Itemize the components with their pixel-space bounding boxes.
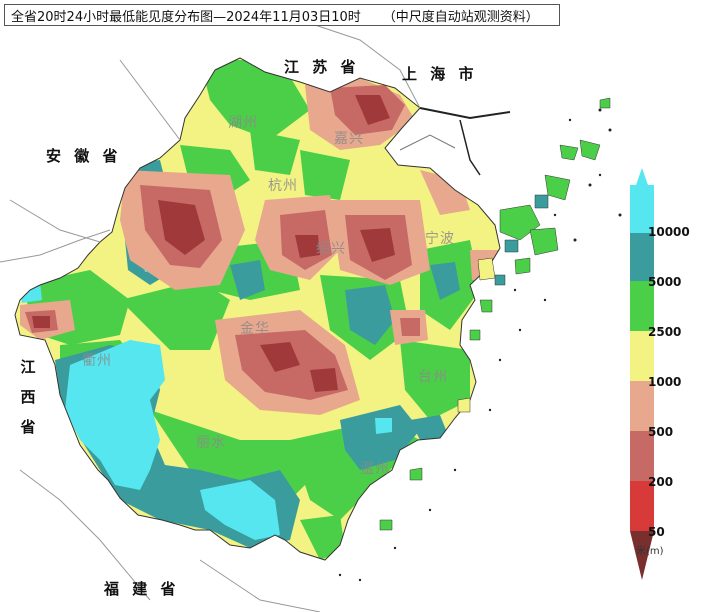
label-quzhou: 衢州 (82, 353, 112, 369)
legend-colorbar (630, 168, 654, 580)
label-lishui: 丽水 (196, 435, 226, 451)
label-shanghai: 上 海 市 (402, 65, 478, 83)
label-anhui: 安 徽 省 (46, 147, 122, 165)
legend-label-500: 500 (648, 425, 674, 439)
label-ningbo: 宁波 (425, 231, 455, 247)
label-taizhou: 台州 (418, 369, 448, 385)
legend-label-10000: 10000 (648, 225, 690, 239)
label-jiangxi-1: 江 (20, 358, 36, 376)
title-text: 全省20时24小时最低能见度分布图—2024年11月03日10时 (11, 9, 361, 25)
label-hangzhou: 杭州 (268, 178, 298, 194)
data-source-text: （中尺度自动站观测资料） (382, 9, 539, 25)
label-jiaxing: 嘉兴 (334, 131, 364, 147)
label-fujian: 福 建 省 (104, 580, 180, 598)
legend-label-200: 200 (648, 475, 674, 489)
label-huzhou: 湖州 (228, 115, 258, 131)
label-wenzhou: 温州 (360, 461, 390, 477)
legend-label-1000: 1000 (648, 375, 682, 389)
legend-label-50: 50 (648, 525, 665, 539)
legend-unit: 米(m) (636, 546, 664, 557)
label-jinhua: 金华 (240, 321, 270, 337)
label-jiangxi-3: 省 (20, 418, 36, 436)
label-jiangsu: 江 苏 省 (284, 58, 360, 76)
label-jiangxi-2: 西 (20, 388, 36, 406)
legend-label-5000: 5000 (648, 275, 682, 289)
label-shaoxing: 绍兴 (316, 241, 346, 257)
map-title: 全省20时24小时最低能见度分布图—2024年11月03日10时 （中尺度自动站… (4, 4, 560, 26)
label-jiangxi: 江 西 省 (18, 352, 38, 442)
legend-label-2500: 2500 (648, 325, 682, 339)
